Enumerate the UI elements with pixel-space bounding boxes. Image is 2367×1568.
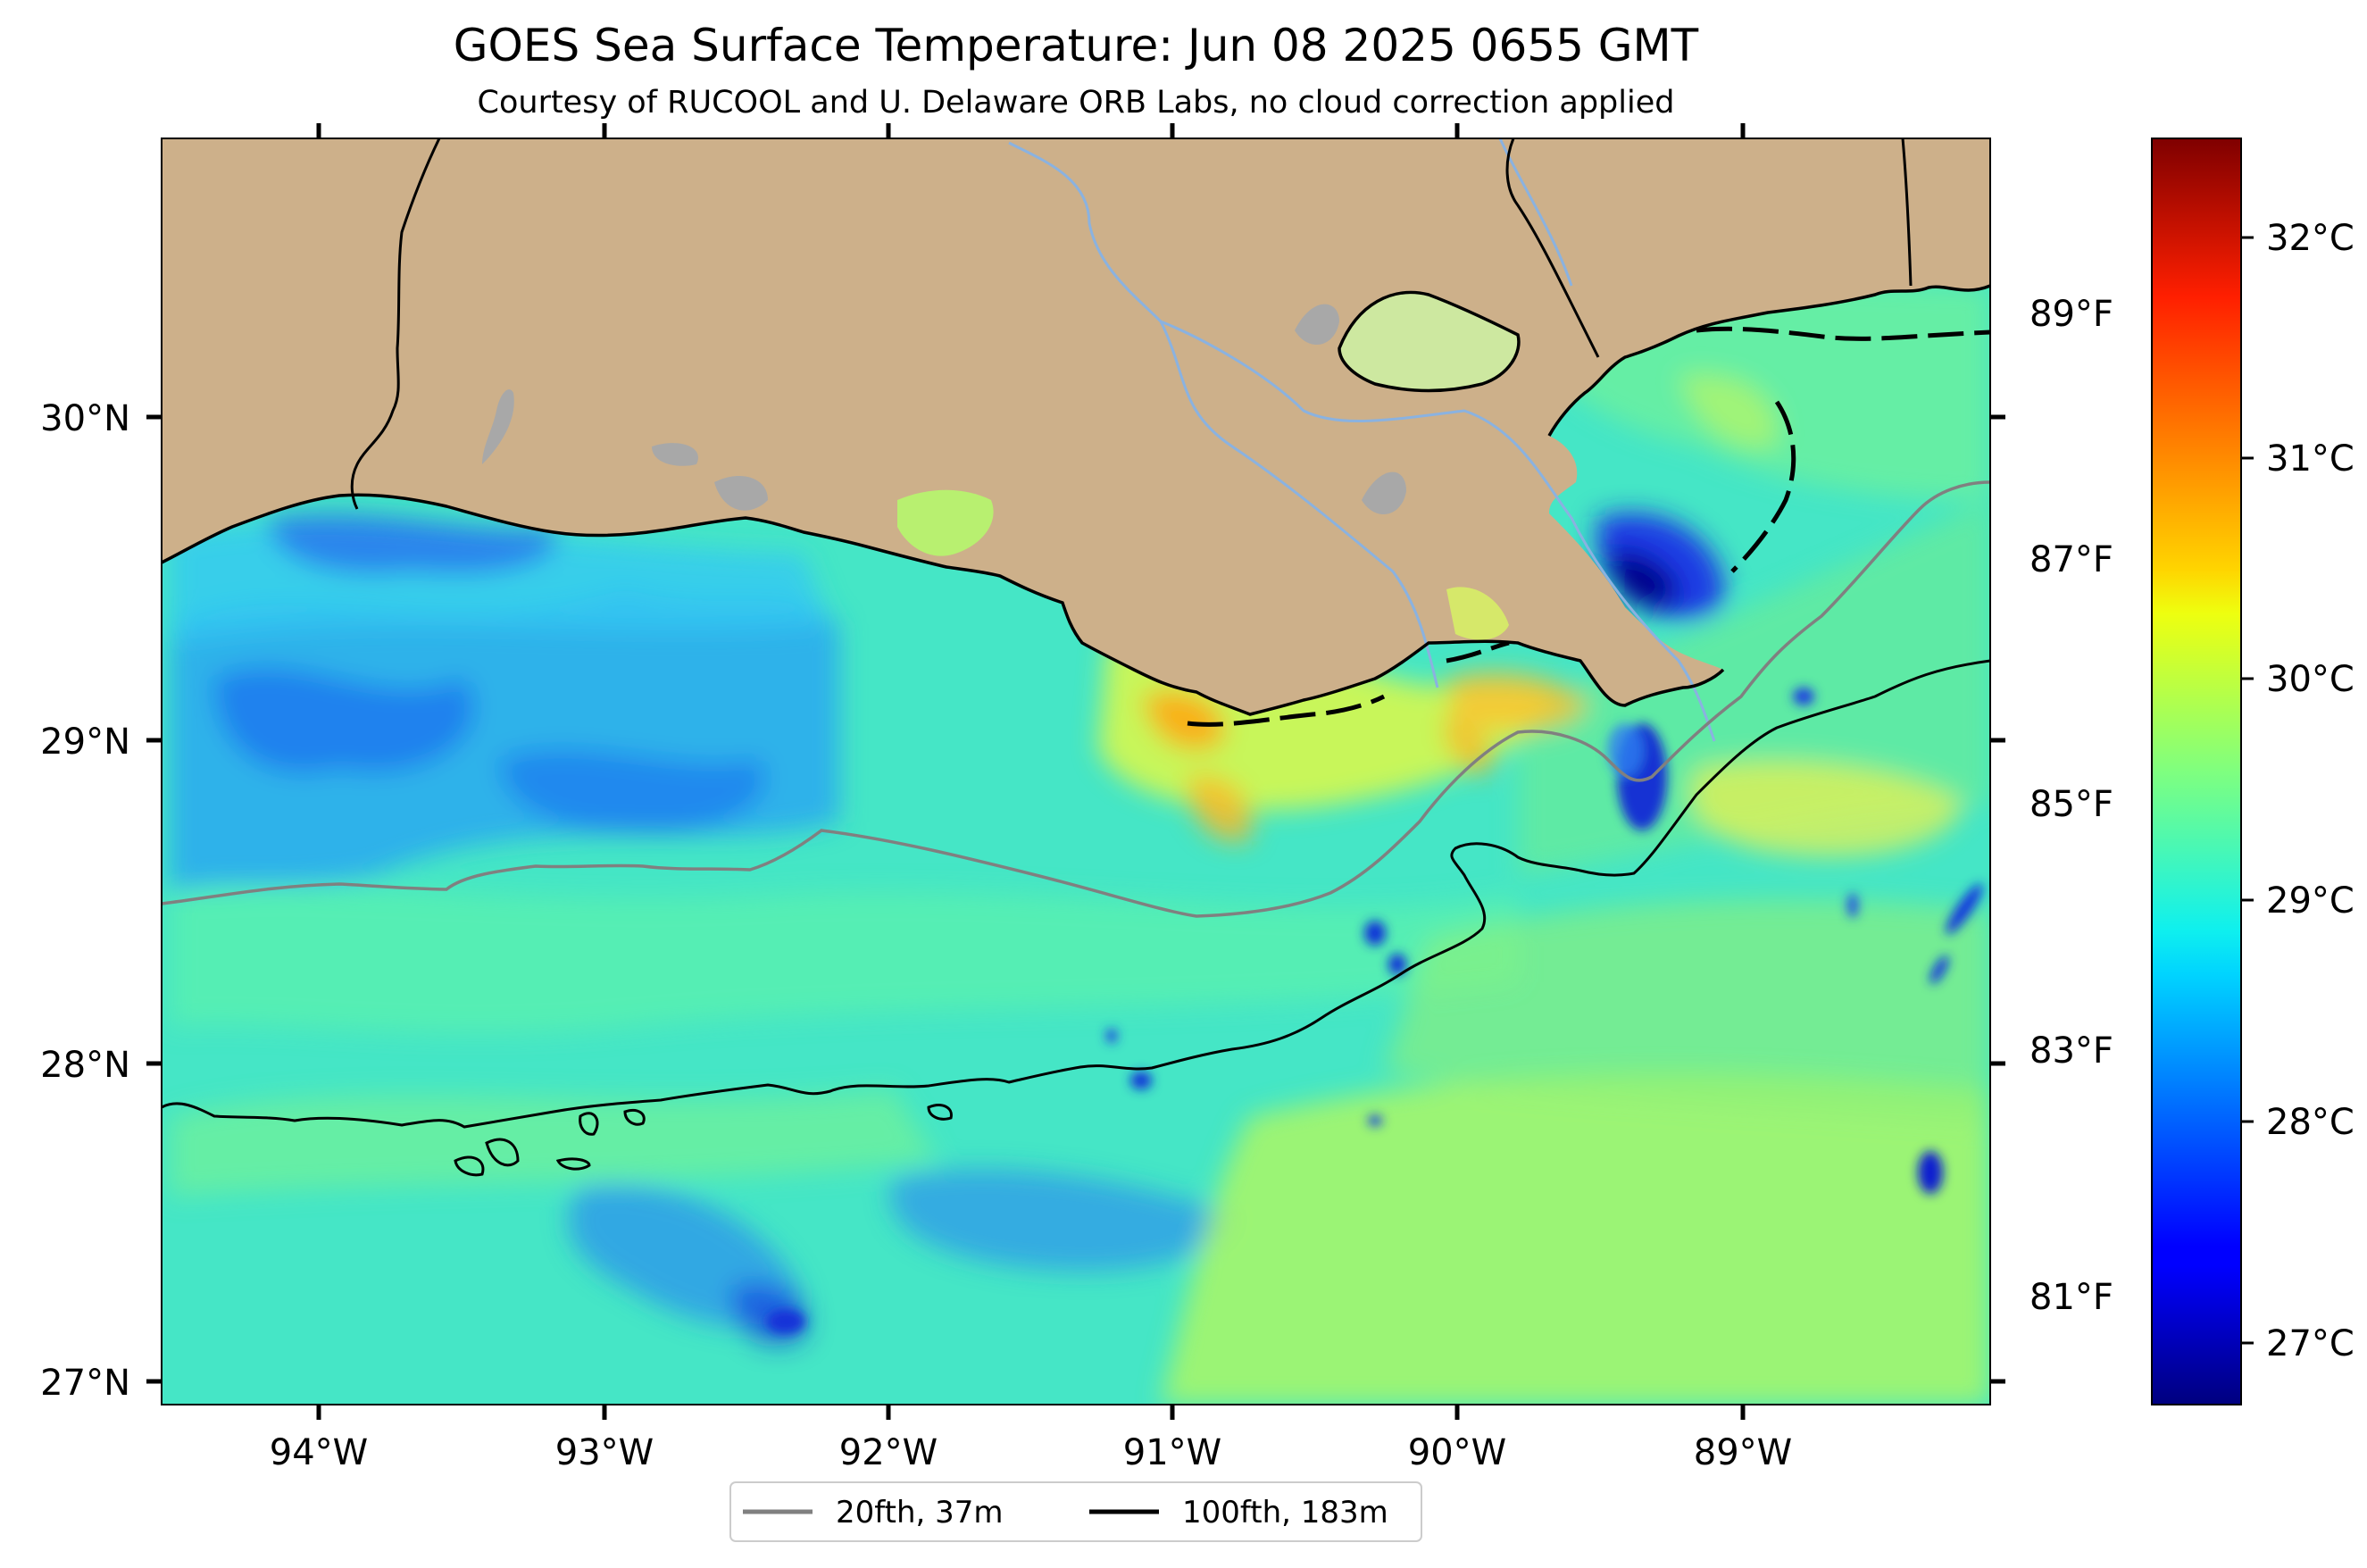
latitude-labels: 30°N 29°N 28°N 27°N bbox=[40, 398, 130, 1404]
lat-label: 27°N bbox=[40, 1363, 130, 1404]
coastline bbox=[162, 493, 1725, 716]
land bbox=[162, 138, 1990, 714]
fahrenheit-label: 83°F bbox=[2029, 1030, 2113, 1072]
state-borders bbox=[350, 138, 1913, 510]
isobath-legend: 20fth, 37m 100fth, 183m bbox=[729, 1481, 1422, 1542]
lon-label: 92°W bbox=[839, 1432, 938, 1473]
coastline-east bbox=[1547, 284, 1990, 437]
celsius-label: 32°C bbox=[2266, 218, 2354, 259]
lon-label: 91°W bbox=[1123, 1432, 1221, 1473]
lon-label: 93°W bbox=[555, 1432, 654, 1473]
tick-marks bbox=[146, 123, 2005, 1420]
isobath-100fth bbox=[162, 659, 1990, 1129]
sst-anomaly-patches bbox=[170, 279, 1990, 1405]
celsius-label: 29°C bbox=[2266, 880, 2354, 922]
map-subtitle: Courtesy of RUCOOL and U. Delaware ORB L… bbox=[478, 85, 1675, 121]
lon-label: 94°W bbox=[270, 1432, 368, 1473]
sst-fine-features bbox=[766, 688, 1983, 1334]
isobath-20fth bbox=[162, 480, 1990, 918]
legend-box bbox=[729, 1481, 1422, 1542]
barataria-bay-water bbox=[1446, 587, 1509, 640]
lon-label: 90°W bbox=[1408, 1432, 1506, 1473]
lon-label: 89°W bbox=[1694, 1432, 1792, 1473]
coastal-bay-water bbox=[897, 489, 994, 556]
flower-garden-banks bbox=[454, 1104, 953, 1177]
inland-lakes bbox=[482, 304, 1406, 515]
colorbar: 32°C 31°C 30°C 29°C 28°C 27°C bbox=[2151, 138, 2354, 1405]
longitude-labels: 94°W 93°W 92°W 91°W 90°W 89°W bbox=[270, 1432, 1792, 1473]
lat-label: 30°N bbox=[40, 398, 130, 439]
legend-label-100fth: 100fth, 183m bbox=[1182, 1495, 1388, 1530]
map-panel bbox=[162, 138, 1990, 1405]
fahrenheit-label: 81°F bbox=[2029, 1277, 2113, 1318]
lat-label: 29°N bbox=[40, 721, 130, 763]
fahrenheit-label: 89°F bbox=[2029, 294, 2113, 335]
fahrenheit-label: 87°F bbox=[2029, 539, 2113, 580]
celsius-label: 27°C bbox=[2266, 1323, 2354, 1364]
celsius-label: 30°C bbox=[2266, 659, 2354, 700]
rivers bbox=[1008, 138, 1716, 742]
colorbar-ticks bbox=[2241, 236, 2254, 1345]
celsius-label: 31°C bbox=[2266, 438, 2354, 480]
legend-label-20fth: 20fth, 37m bbox=[836, 1495, 1004, 1530]
barrier-islands bbox=[1187, 326, 1990, 727]
colorbar-gradient bbox=[2151, 138, 2242, 1405]
lat-label: 28°N bbox=[40, 1045, 130, 1086]
celsius-label: 28°C bbox=[2266, 1102, 2354, 1143]
lake-pontchartrain bbox=[1339, 292, 1519, 391]
pontchartrain-shore bbox=[1338, 290, 1521, 393]
map-frame bbox=[161, 138, 1991, 1405]
fahrenheit-scale: 89°F 87°F 85°F 83°F 81°F bbox=[2029, 294, 2113, 1318]
fahrenheit-label: 85°F bbox=[2029, 784, 2113, 825]
map-title: GOES Sea Surface Temperature: Jun 08 202… bbox=[454, 20, 1699, 71]
